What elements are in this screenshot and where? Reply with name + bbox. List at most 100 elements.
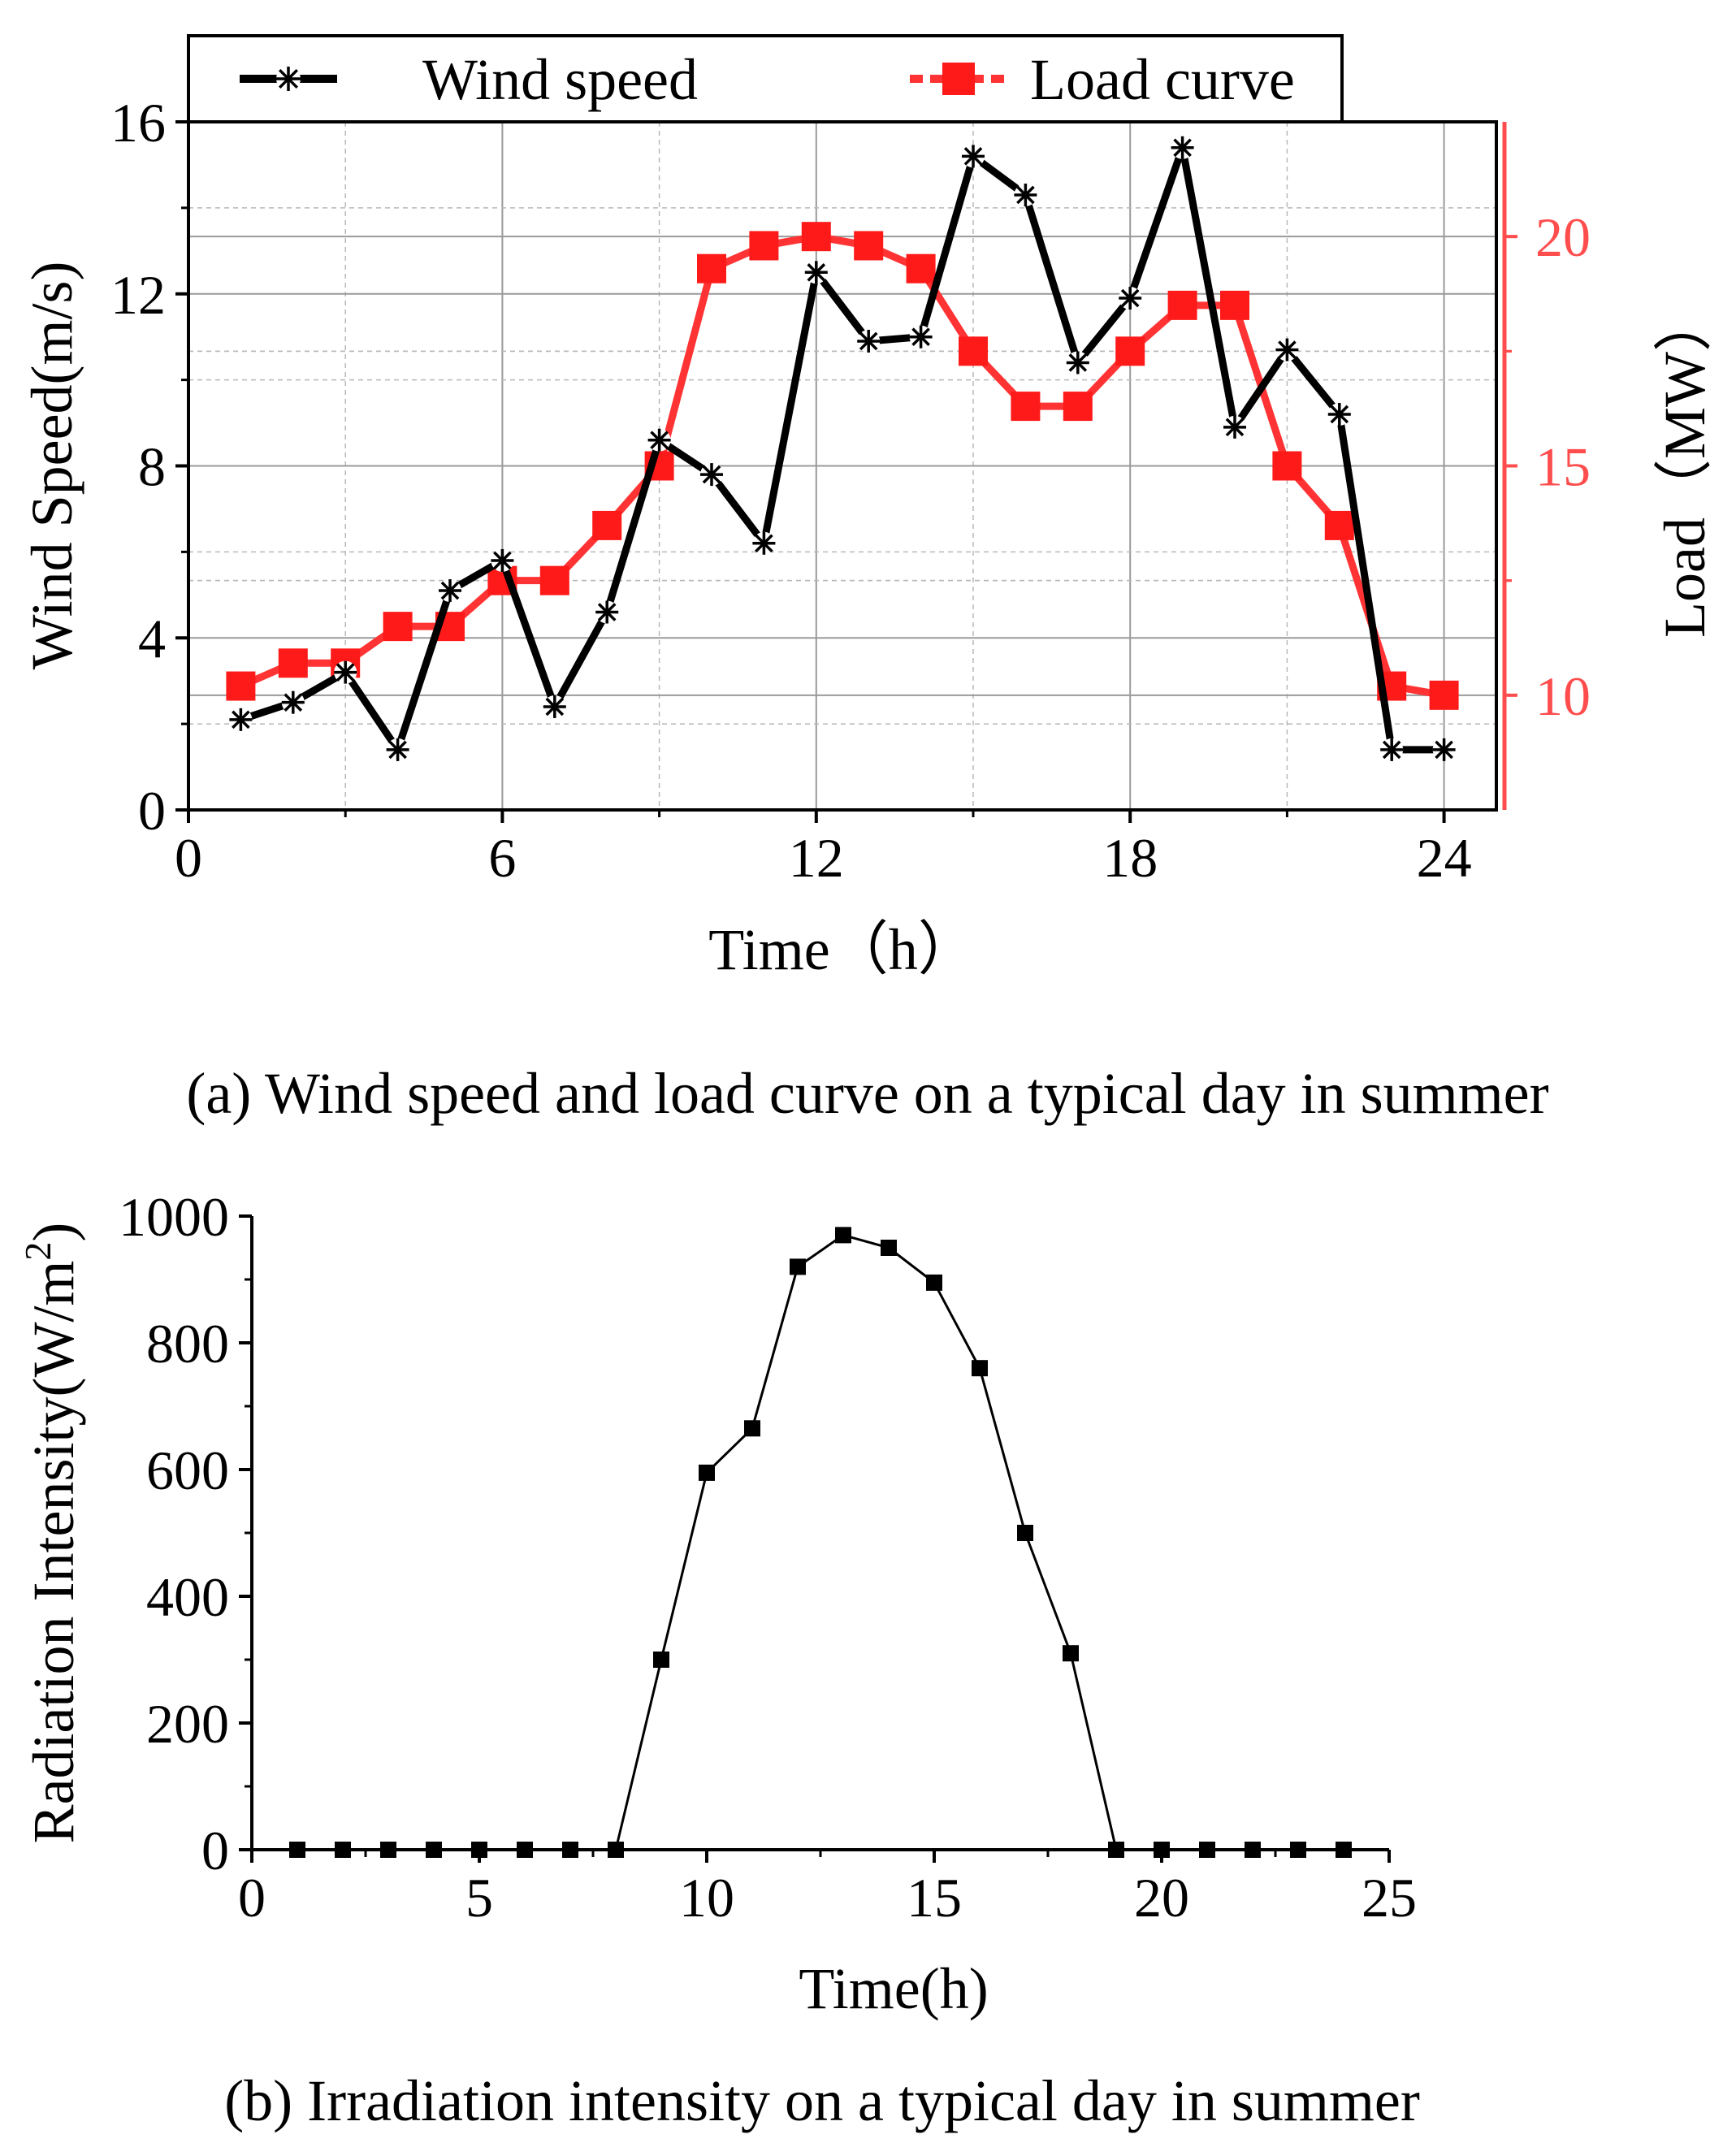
chart-b-y-axis-label-close: ): [21, 1223, 86, 1242]
chart-b-x-axis-label: Time(h): [799, 1956, 988, 2021]
wind-point-11: [752, 531, 776, 555]
wind-point-19: [1171, 136, 1194, 159]
radiation-point-4: [426, 1842, 442, 1858]
load-point-19: [1167, 290, 1197, 320]
wind-point-18: [1119, 287, 1142, 310]
y-right-tick-label-1: 15: [1535, 436, 1591, 498]
chart-a-x-axis-label: Time（h）: [708, 917, 976, 982]
load-point-14: [906, 253, 936, 284]
legend-wind-marker: [276, 67, 301, 91]
x-tick-label-3: 18: [1102, 827, 1158, 889]
load-point-20: [1220, 290, 1249, 320]
load-point-18: [1115, 336, 1145, 366]
wind-point-17: [1066, 351, 1089, 374]
x-tick-label-2: 12: [789, 827, 844, 889]
radiation-point-3: [380, 1842, 396, 1858]
wind-point-13: [857, 329, 881, 353]
wind-point-12: [804, 261, 828, 284]
radiation-point-5: [471, 1842, 487, 1858]
y-tick-label-4: 16: [110, 92, 166, 154]
legend-wind-speed: Wind speed: [240, 47, 698, 112]
wind-point-5: [439, 579, 461, 603]
b-x-tick-label-4: 20: [1134, 1867, 1189, 1929]
wind-point-22: [1327, 402, 1351, 426]
radiation-point-19: [1108, 1842, 1124, 1858]
load-point-22: [1324, 510, 1354, 540]
y-tick-label-0: 0: [138, 780, 166, 842]
legend-box: [187, 34, 1344, 123]
y-right-tick-label-0: 10: [1535, 665, 1591, 727]
y-tick-label-3: 12: [110, 264, 166, 326]
legend-load-label: Load curve: [1030, 47, 1295, 112]
legend-load-curve: Load curve: [910, 47, 1295, 112]
b-x-tick-label-5: 25: [1362, 1867, 1417, 1929]
legend-wind-asterisk: [276, 67, 301, 91]
wind-speed-polyline: [239, 144, 1444, 754]
radiation-point-7: [562, 1842, 578, 1858]
wind-point-21: [1275, 338, 1299, 361]
load-point-24: [1429, 680, 1459, 710]
y-right-tick-label-2: 20: [1535, 206, 1591, 268]
chart-a-ticks: 0 6 12 18 24 0 4 8 12 16 10 15 20: [110, 92, 1591, 889]
chart-b-caption: (b) Irradiation intensity on a typical d…: [224, 2068, 1420, 2133]
load-point-16: [1011, 392, 1041, 422]
legend-wind-label: Wind speed: [422, 47, 698, 112]
radiation-point-12: [790, 1258, 806, 1275]
load-point-11: [749, 231, 779, 261]
b-x-tick-label-1: 5: [465, 1867, 493, 1929]
b-x-tick-label-0: 0: [238, 1867, 266, 1929]
x-tick-label-0: 0: [175, 827, 202, 889]
chart-a-y-axis-label: Wind Speed(m/s): [19, 261, 84, 669]
wind-point-24: [1432, 738, 1456, 761]
radiation-point-8: [608, 1842, 624, 1858]
wind-point-23: [1380, 738, 1404, 761]
load-point-21: [1272, 451, 1302, 481]
radiation-point-18: [1063, 1645, 1079, 1662]
load-point-15: [959, 336, 988, 366]
x-tick-label-4: 24: [1417, 827, 1472, 889]
chart-a-wind-load: 0 6 12 18 24 0 4 8 12 16 10 15 20 Time（h） Wind Speed…: [19, 34, 1717, 1126]
load-point-4: [383, 612, 413, 642]
radiation-point-23: [1290, 1842, 1306, 1858]
wind-point-6: [491, 548, 514, 572]
radiation-point-14: [881, 1240, 897, 1256]
radiation-point-24: [1336, 1842, 1352, 1858]
chart-b-y-axis-label-superscript: 2: [17, 1242, 58, 1261]
load-point-17: [1063, 392, 1093, 422]
wind-point-7: [543, 695, 566, 718]
b-y-tick-label-2: 400: [146, 1566, 229, 1628]
load-point-2: [278, 648, 308, 678]
svg-text:Radiation Intensity(W/m2): Radiation Intensity(W/m2): [17, 1223, 86, 1844]
radiation-point-1: [289, 1842, 305, 1858]
load-point-1: [226, 671, 256, 701]
radiation-polyline: [297, 1233, 1344, 1851]
radiation-point-16: [972, 1360, 988, 1377]
b-x-tick-label-2: 10: [679, 1867, 734, 1929]
chart-b-ticks: 0 5 10 15 20 25 0 200 400 600 800 1000: [119, 1186, 1417, 1929]
radiation-point-9: [653, 1652, 669, 1668]
radiation-point-2: [335, 1842, 351, 1858]
wind-point-15: [962, 145, 985, 168]
b-x-tick-label-3: 15: [907, 1867, 962, 1929]
wind-point-2: [281, 691, 305, 714]
wind-point-9: [647, 428, 671, 452]
radiation-point-17: [1017, 1525, 1033, 1541]
chart-b-y-axis-label-main: Radiation Intensity(W/m: [21, 1261, 86, 1844]
radiation-point-11: [744, 1420, 760, 1437]
load-point-12: [801, 222, 831, 252]
b-y-tick-label-1: 200: [146, 1693, 229, 1755]
radiation-point-6: [517, 1842, 533, 1858]
radiation-point-20: [1154, 1842, 1170, 1858]
radiation-intensity-line: [289, 1227, 1352, 1858]
legend-load-marker: [942, 63, 975, 95]
wind-point-8: [595, 600, 619, 624]
wind-point-10: [700, 463, 723, 487]
chart-b-irradiation: 0 5 10 15 20 25 0 200 400 600 800 1000 Time(h) Radi…: [17, 1186, 1420, 2133]
x-tick-label-1: 6: [488, 827, 516, 889]
chart-b-y-axis-label: Radiation Intensity(W/m2): [17, 1223, 86, 1844]
load-point-13: [854, 231, 884, 261]
chart-a-legend: Wind speed Load curve: [187, 34, 1344, 123]
b-y-tick-label-3: 600: [146, 1439, 229, 1501]
chart-a-y-right-axis-label: Load（MW）: [1652, 293, 1717, 638]
